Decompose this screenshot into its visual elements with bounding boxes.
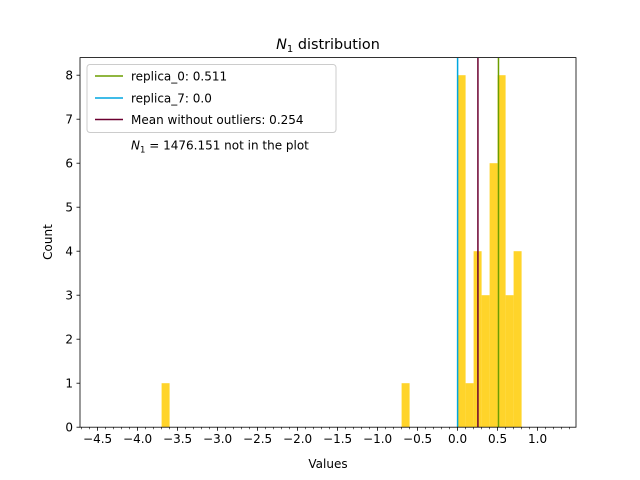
y-tick-label: 2 [65, 333, 73, 347]
x-tick-label: −0.5 [403, 432, 432, 446]
histogram-bar-1 [401, 383, 410, 428]
x-tick-label: 0.0 [448, 432, 467, 446]
legend-box [86, 64, 337, 133]
y-axis-label: Count [41, 224, 55, 260]
y-tick-label: 4 [65, 245, 73, 259]
y-tick-label: 7 [65, 113, 73, 127]
x-tick-label: −3.5 [163, 432, 192, 446]
x-tick-label: −2.0 [283, 432, 312, 446]
histogram-bar-2 [457, 75, 466, 428]
histogram-bar-9 [513, 251, 522, 428]
x-tick-label: −3.0 [203, 432, 232, 446]
y-tick-label: 8 [65, 69, 73, 83]
x-tick-label: −4.5 [83, 432, 112, 446]
x-axis-label: Values [308, 457, 347, 471]
y-axis-ticks: 0 1 2 3 4 5 6 7 8 [65, 69, 80, 435]
histogram-bar-7 [497, 75, 506, 428]
legend-label-mean: Mean without outliers: 0.254 [131, 113, 304, 127]
histogram-bar-0 [161, 383, 170, 428]
x-tick-label: −1.5 [323, 432, 352, 446]
x-tick-label: −1.0 [363, 432, 392, 446]
x-tick-label: 0.5 [488, 432, 507, 446]
reference-lines [456, 57, 500, 428]
x-axis-ticks: −4.5 −4.0 −3.5 −3.0 −2.5 −2.0 −1.5 −1.0 −0.5 0.0 0… [83, 427, 547, 446]
x-tick-label: 1.0 [528, 432, 547, 446]
x-tick-label: −2.5 [243, 432, 272, 446]
histogram-bar-8 [505, 295, 514, 428]
histogram-bar-3 [465, 383, 474, 428]
y-tick-label: 3 [65, 289, 73, 303]
legend: replica_0: 0.511 replica_7: 0.0 Mean wit… [86, 64, 337, 133]
x-tick-label: −4.0 [123, 432, 152, 446]
y-tick-label: 1 [65, 377, 73, 391]
y-tick-label: 5 [65, 201, 73, 215]
legend-label-replica-0: replica_0: 0.511 [131, 70, 227, 84]
legend-label-replica-7: replica_7: 0.0 [131, 92, 212, 106]
histogram-bar-6 [489, 163, 498, 428]
y-tick-label: 0 [65, 421, 73, 435]
plot-frame [79, 57, 577, 428]
histogram-bar-5 [481, 295, 490, 428]
chart-title: N1 distribution [276, 37, 380, 55]
y-tick-label: 6 [65, 157, 73, 171]
outlier-annotation: N1 = 1476.151 not in the plot [131, 139, 309, 156]
